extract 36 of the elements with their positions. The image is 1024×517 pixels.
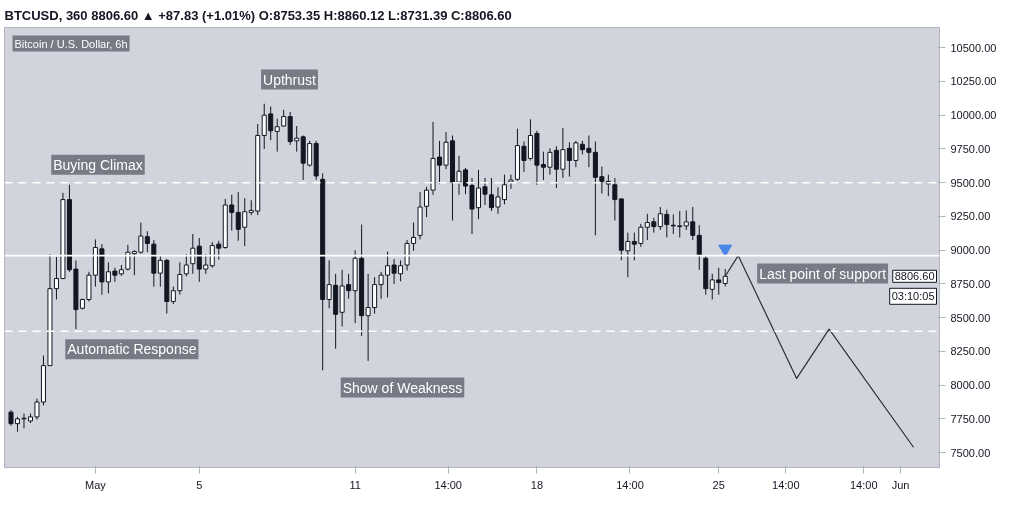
x-tick-label: 11 bbox=[349, 478, 361, 491]
y-tick-label: 8500.00 bbox=[950, 311, 991, 324]
x-tick-label: 14:00 bbox=[849, 478, 878, 491]
y-tick-label: 9750.00 bbox=[950, 142, 991, 155]
chart-title: BTCUSD, 360 8806.60 ▲ +87.83 (+1.01%) O:8753.35 H:8860.12 L:8731.39 C:8806.60 bbox=[4, 7, 512, 23]
y-tick-label: 10000.00 bbox=[950, 109, 997, 122]
x-tick-label: 18 bbox=[530, 478, 544, 491]
y-tick-label: 8250.00 bbox=[950, 345, 991, 358]
y-tick-label: 9500.00 bbox=[950, 176, 991, 189]
y-tick-label: 7750.00 bbox=[950, 412, 991, 425]
candlestick bbox=[670, 213, 676, 235]
y-tick-label: 10500.00 bbox=[950, 41, 997, 54]
annotation: 03:10:05 bbox=[891, 290, 935, 303]
y-tick-label: 10250.00 bbox=[950, 75, 997, 88]
x-tick-label: 5 bbox=[196, 478, 203, 491]
ref-line-label: Buying Climax bbox=[53, 156, 143, 173]
x-tick-label: 25 bbox=[712, 478, 725, 491]
legend-label: Last point of support bbox=[759, 265, 887, 282]
y-tick-label: 9000.00 bbox=[950, 244, 991, 257]
y-tick-label: 9250.00 bbox=[950, 210, 991, 223]
x-tick-label: 14:00 bbox=[772, 478, 800, 491]
y-tick-label: 8750.00 bbox=[950, 277, 991, 290]
y-tick-label: 7500.00 bbox=[950, 446, 991, 459]
x-tick-label: Jun bbox=[891, 478, 910, 491]
y-tick-label: 8000.00 bbox=[950, 379, 991, 392]
candlestick bbox=[696, 224, 702, 271]
annotation: Upthrust bbox=[263, 71, 317, 88]
candlestick bbox=[274, 118, 280, 153]
text: Bitcoin / U.S. Dollar, 6h bbox=[14, 37, 128, 50]
candlestick bbox=[677, 210, 683, 238]
x-tick-label: May bbox=[85, 478, 107, 491]
x-tick-label: 14:00 bbox=[616, 478, 644, 491]
ref-line-label: Automatic Response bbox=[67, 341, 197, 358]
annotation: 8806.60 bbox=[894, 270, 935, 283]
annotation: Show of Weakness bbox=[342, 379, 463, 396]
x-tick-label: 14:00 bbox=[434, 478, 462, 491]
